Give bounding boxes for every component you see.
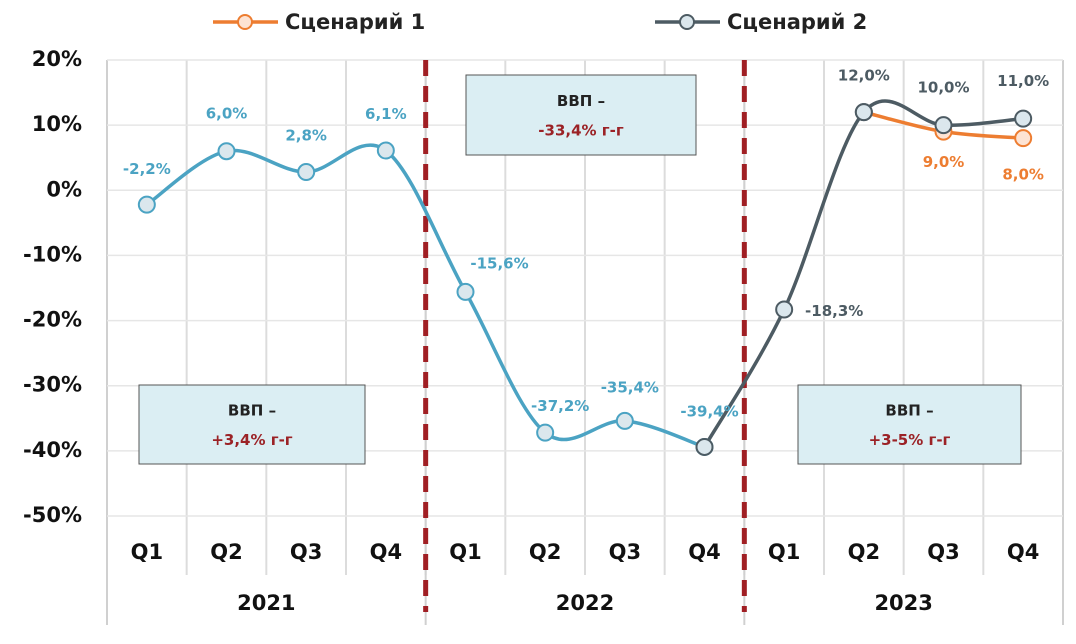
x-tick-label: Q2 [210,540,242,564]
value-label: 2,8% [285,127,327,145]
group-label: 2023 [874,591,932,615]
series-line [145,143,706,449]
annotation-title: ВВП – [885,402,933,420]
y-tick-label: -50% [23,503,82,527]
x-tick-label: Q4 [370,540,402,564]
value-label: 11,0% [997,72,1049,90]
annotation-text: +3-5% г-г [869,431,951,449]
legend-label: Сценарий 2 [727,10,867,34]
point [615,411,634,430]
x-tick-label: Q2 [529,540,561,564]
value-label: -35,4% [601,378,659,396]
value-label: 6,0% [206,105,248,123]
annotation-title: ВВП – [228,402,276,420]
annotation-box [465,74,697,156]
value-label: 9,0% [923,153,965,171]
group-label: 2022 [556,591,614,615]
value-label: -2,2% [123,160,171,178]
x-tick-label: Q4 [688,540,720,564]
value-label: -37,2% [531,397,589,415]
point [1014,109,1033,128]
y-tick-label: 20% [32,47,82,71]
annotation-box [797,384,1022,465]
y-tick-label: -30% [23,373,82,397]
y-tick-label: 10% [32,112,82,136]
point [137,195,156,214]
x-tick-label: Q3 [927,540,959,564]
annotation-box [138,384,366,465]
x-tick-label: Q2 [848,540,880,564]
legend-marker [237,14,253,30]
value-label: -18,3% [805,302,863,320]
point [934,116,953,135]
y-tick-label: -40% [23,438,82,462]
point [536,423,555,442]
point [456,282,475,301]
y-tick-label: 0% [46,177,82,201]
point [297,163,316,182]
value-label: 12,0% [838,67,890,85]
value-label: -15,6% [470,254,528,272]
value-label: 8,0% [1002,166,1044,184]
point [775,300,794,319]
x-tick-label: Q1 [131,540,163,564]
y-tick-label: -10% [23,242,82,266]
value-label: 10,0% [917,79,969,97]
point [854,103,873,122]
point [217,142,236,161]
x-tick-label: Q4 [1007,540,1039,564]
annotation-text: -33,4% г-г [538,122,624,140]
x-tick-label: Q3 [609,540,641,564]
x-tick-label: Q1 [768,540,800,564]
point [1014,129,1033,148]
legend-marker [679,14,695,30]
x-tick-label: Q3 [290,540,322,564]
value-label: -39,4% [680,402,738,420]
x-tick-label: Q1 [449,540,481,564]
point [695,437,714,456]
legend-label: Сценарий 1 [285,10,425,34]
value-label: 6,1% [365,105,407,123]
point [376,141,395,160]
group-label: 2021 [237,591,295,615]
annotation-title: ВВП – [557,92,605,110]
y-tick-label: -20% [23,308,82,332]
annotation-text: +3,4% г-г [211,431,292,449]
